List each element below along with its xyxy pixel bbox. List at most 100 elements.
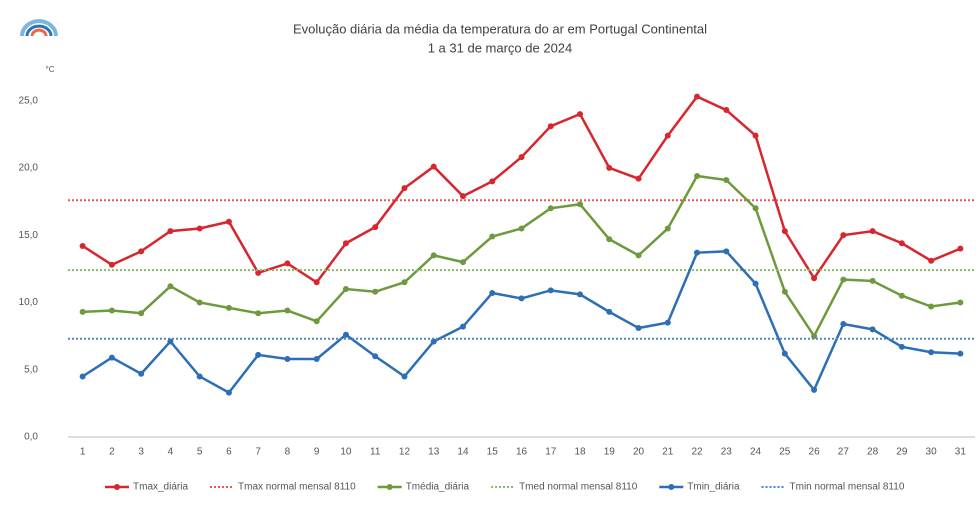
data-point (664, 225, 671, 232)
data-point (196, 299, 203, 306)
y-tick-label: 10,0 (19, 297, 39, 308)
x-tick-label: 19 (604, 447, 616, 458)
legend-label: Tmax normal mensal 8110 (238, 482, 356, 493)
data-point (489, 233, 496, 240)
x-tick-label: 18 (574, 447, 586, 458)
legend-marker (668, 484, 675, 490)
data-point (664, 132, 671, 139)
x-tick-label: 20 (633, 447, 645, 458)
data-point (781, 228, 788, 235)
x-tick-label: 21 (662, 447, 674, 458)
data-point (108, 261, 115, 268)
legend-label: Tmax_diária (133, 482, 188, 493)
data-point (752, 132, 759, 139)
chart-title: Evolução diária da média da temperatura … (293, 21, 707, 36)
data-point (255, 269, 262, 276)
x-tick-label: 29 (896, 447, 908, 458)
data-point (79, 373, 86, 380)
data-point (577, 201, 584, 208)
y-tick-label: 5,0 (24, 364, 38, 375)
data-point (225, 304, 232, 311)
x-tick-label: 14 (457, 447, 469, 458)
data-point (79, 308, 86, 315)
data-point (518, 225, 525, 232)
data-point (342, 286, 349, 292)
y-tick-label: 15,0 (19, 230, 39, 241)
data-point (898, 240, 905, 247)
data-point (518, 154, 525, 161)
x-tick-label: 22 (691, 447, 703, 458)
data-point (928, 257, 935, 264)
data-point (577, 291, 584, 298)
data-point (518, 295, 525, 302)
x-tick-label: 23 (721, 447, 733, 458)
legend-label: Tmin_diária (687, 482, 740, 493)
data-point (606, 236, 613, 243)
data-point (430, 252, 437, 259)
x-tick-label: 1 (80, 447, 86, 458)
y-tick-label: 0,0 (24, 432, 38, 443)
data-point (547, 123, 554, 130)
x-tick-label: 8 (285, 447, 291, 458)
data-point (957, 245, 964, 252)
data-point (547, 287, 554, 294)
y-axis-label: °C (46, 65, 55, 74)
data-point (635, 175, 642, 182)
data-point (811, 275, 818, 282)
data-point (459, 259, 466, 266)
x-tick-label: 31 (955, 447, 967, 458)
x-tick-label: 26 (809, 447, 821, 458)
data-point (664, 319, 671, 326)
data-point (840, 276, 847, 283)
series-line (81, 250, 961, 395)
x-tick-label: 10 (340, 447, 352, 458)
data-point (840, 232, 847, 239)
data-point (459, 323, 466, 330)
chart-subtitle: 1 a 31 de março de 2024 (428, 40, 573, 55)
data-point (167, 283, 174, 290)
data-point (79, 242, 86, 249)
data-point (342, 240, 349, 247)
data-point (255, 310, 262, 317)
data-point (313, 355, 320, 362)
x-tick-label: 6 (226, 447, 232, 458)
data-point (284, 307, 291, 314)
logo (20, 19, 58, 37)
data-point (606, 164, 613, 171)
data-point (372, 353, 379, 360)
data-point (372, 288, 379, 295)
x-tick-label: 3 (138, 447, 144, 458)
legend-marker (114, 484, 120, 490)
data-point (694, 93, 701, 100)
data-point (723, 177, 730, 184)
data-point (108, 307, 115, 314)
data-point (401, 185, 408, 192)
data-point (401, 279, 408, 286)
x-tick-label: 27 (838, 447, 850, 458)
x-tick-label: 24 (750, 447, 762, 458)
data-point (752, 280, 759, 287)
data-point (606, 308, 613, 315)
x-tick-label: 2 (109, 447, 115, 458)
data-point (898, 343, 905, 350)
legend-marker (386, 484, 393, 490)
data-point (108, 354, 115, 361)
data-point (811, 333, 818, 340)
data-point (430, 338, 437, 345)
x-tick-label: 16 (516, 447, 528, 458)
data-point (577, 111, 584, 118)
data-point (167, 228, 174, 235)
x-tick-label: 4 (168, 447, 174, 458)
data-point (372, 224, 379, 231)
x-tick-label: 12 (399, 447, 411, 458)
x-tick-label: 28 (867, 447, 879, 458)
data-point (781, 288, 788, 295)
data-point (928, 303, 935, 310)
data-point (342, 331, 349, 338)
x-tick-label: 13 (428, 447, 440, 458)
legend-label: Tmin normal mensal 8110 (790, 482, 905, 493)
data-point (840, 320, 847, 327)
data-point (869, 228, 876, 235)
data-point (635, 325, 642, 332)
